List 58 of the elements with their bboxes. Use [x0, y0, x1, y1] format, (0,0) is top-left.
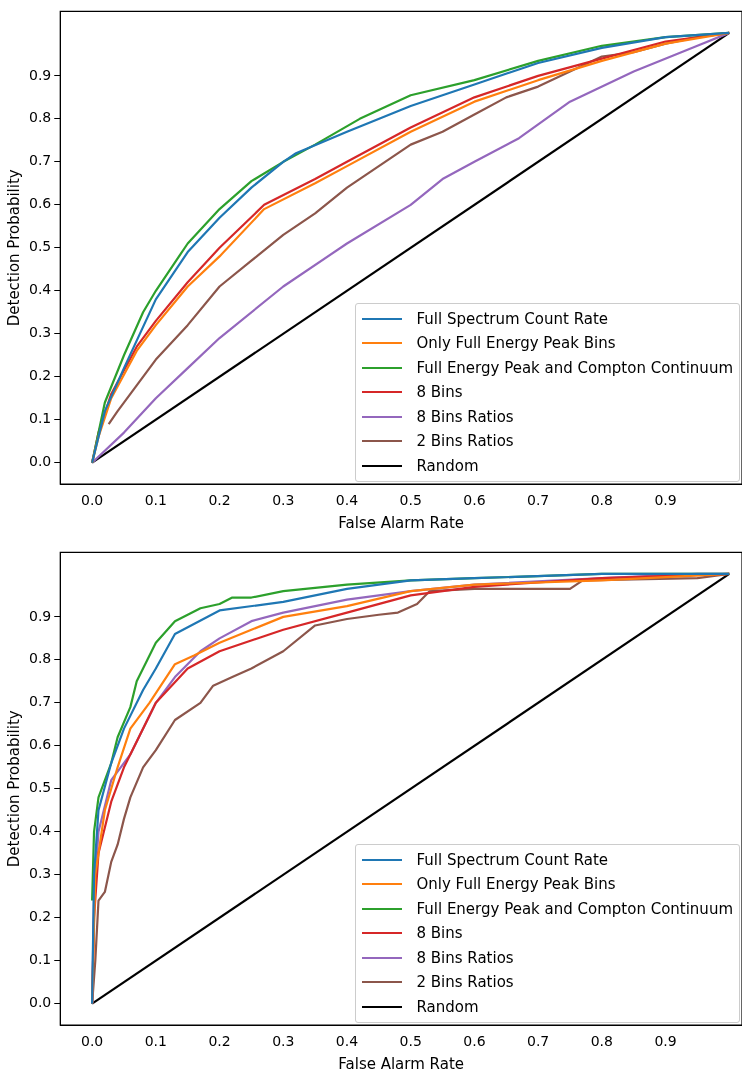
x-tick-label: 0.8 — [590, 1033, 613, 1050]
legend-label: Full Energy Peak and Compton Continuum — [416, 357, 733, 379]
legend-label: 8 Bins Ratios — [416, 947, 514, 969]
x-axis-title: False Alarm Rate — [338, 1054, 464, 1073]
legend-label: Random — [416, 455, 479, 477]
y-tick-label: 0.3 — [29, 324, 52, 341]
y-tick-label: 0.4 — [29, 281, 52, 298]
legend-label: Random — [416, 996, 479, 1018]
x-tick-label: 0.7 — [526, 1033, 550, 1050]
y-tick-label: 0.5 — [29, 238, 52, 255]
y-tick-label: 0.2 — [29, 367, 52, 384]
y-tick-label: 0.0 — [29, 994, 52, 1011]
x-tick-label: 0.1 — [144, 1033, 167, 1050]
x-tick-label: 0.5 — [399, 492, 422, 509]
y-tick-label: 0.2 — [29, 908, 52, 925]
y-tick-label: 0.7 — [29, 693, 52, 710]
x-tick-label: 0.4 — [335, 492, 359, 509]
legend-label: 8 Bins Ratios — [416, 406, 514, 428]
y-tick-label: 0.8 — [29, 650, 52, 667]
y-tick-label: 0.9 — [29, 607, 52, 624]
x-tick-label: 0.3 — [272, 492, 295, 509]
y-tick-label: 0.8 — [29, 109, 52, 126]
y-tick-label: 0.1 — [29, 951, 52, 968]
x-tick-label: 0.2 — [208, 1033, 231, 1050]
x-tick-label: 0.8 — [590, 492, 613, 509]
y-tick-label: 0.6 — [29, 195, 52, 212]
legend-label: Only Full Energy Peak Bins — [416, 874, 616, 896]
y-tick-label: 0.7 — [29, 152, 52, 169]
legend-label: 8 Bins — [416, 923, 463, 945]
x-tick-label: 0.0 — [80, 1033, 104, 1050]
y-tick-label: 0.3 — [29, 865, 52, 882]
x-tick-label: 0.5 — [399, 1033, 422, 1050]
legend-label: Full Spectrum Count Rate — [416, 849, 609, 871]
y-axis-title: Detection Probability — [4, 169, 23, 327]
y-tick-label: 0.5 — [29, 779, 52, 796]
x-tick-label: 0.9 — [654, 1033, 677, 1050]
x-tick-label: 0.4 — [335, 1033, 359, 1050]
x-tick-label: 0.3 — [272, 1033, 295, 1050]
x-tick-label: 0.6 — [463, 1033, 486, 1050]
x-tick-label: 0.7 — [526, 492, 550, 509]
legend-label: 2 Bins Ratios — [416, 972, 514, 994]
x-axis-title: False Alarm Rate — [338, 513, 464, 532]
legend-label: 2 Bins Ratios — [416, 431, 514, 453]
y-axis-title: Detection Probability — [4, 710, 23, 868]
y-tick-label: 0.4 — [29, 822, 52, 839]
x-tick-label: 0.9 — [654, 492, 677, 509]
x-tick-label: 0.0 — [80, 492, 104, 509]
y-tick-label: 0.9 — [29, 66, 52, 83]
y-tick-label: 0.0 — [29, 453, 52, 470]
legend-label: Full Energy Peak and Compton Continuum — [416, 898, 733, 920]
x-tick-label: 0.6 — [463, 492, 486, 509]
y-tick-label: 0.6 — [29, 736, 52, 753]
legend-label: 8 Bins — [416, 382, 463, 404]
x-tick-label: 0.1 — [144, 492, 167, 509]
x-tick-label: 0.2 — [208, 492, 231, 509]
legend-label: Full Spectrum Count Rate — [416, 308, 609, 330]
legend-label: Only Full Energy Peak Bins — [416, 333, 616, 355]
y-tick-label: 0.1 — [29, 410, 52, 427]
